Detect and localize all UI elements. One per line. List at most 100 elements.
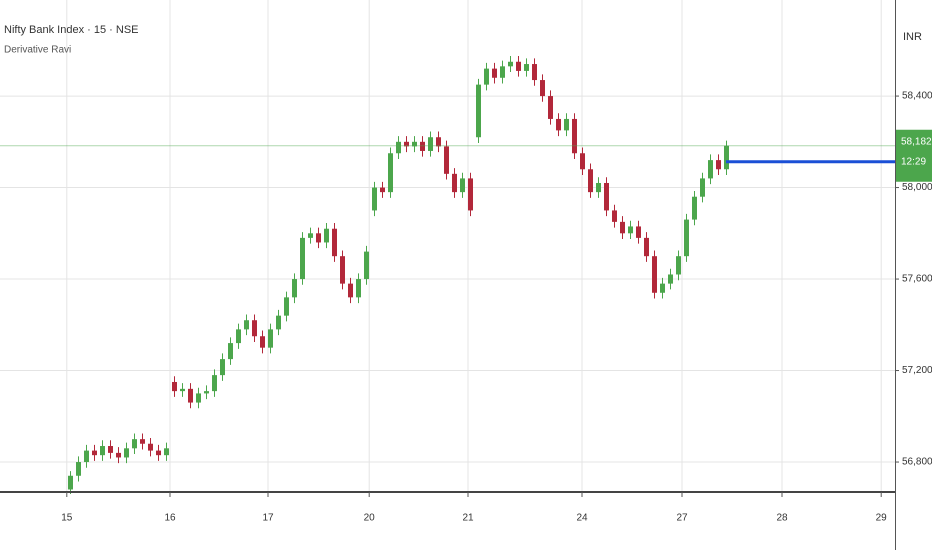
x-tick-label: 15 [61,513,73,524]
candle-body [460,178,465,193]
candle-body [644,237,649,257]
candle-body [420,141,425,151]
candle-body [652,256,657,293]
candle-body [508,61,513,67]
candle-body [716,160,721,170]
candle-body [188,388,193,403]
candle-body [316,233,321,243]
candle-body [332,228,337,257]
candle-body [524,64,529,71]
candle-body [260,336,265,348]
candle-body [708,160,713,179]
candle-body [284,297,289,316]
x-tick-label: 24 [576,513,588,524]
candle-body [356,279,361,298]
candle-body [452,173,457,193]
candle-body [196,393,201,403]
candle-body [268,329,273,348]
x-tick-label: 29 [876,513,888,524]
candle-body [660,283,665,293]
candle-body [156,450,161,456]
candle-body [76,462,81,476]
candle-body [492,68,497,78]
candle-body [84,450,89,463]
candles [68,56,729,495]
y-tick-label: 58,400.00 [902,91,932,102]
candle-body [380,187,385,193]
candle-body [724,145,729,170]
candle-body [276,315,281,330]
candle-body [620,221,625,234]
x-tick-label: 16 [164,513,176,524]
indicator-label: Derivative Ravi [4,45,71,56]
candle-body [340,256,345,284]
candle-body [348,283,353,298]
candle-body [404,141,409,147]
x-tick-label: 27 [676,513,688,524]
x-tick-label: 17 [262,513,274,524]
candle-body [596,182,601,193]
candle-body [132,439,137,449]
chart-title: Nifty Bank Index · 15 · NSE [4,24,139,36]
candle-body [580,153,585,170]
candle-body [532,64,537,81]
candle-body [308,233,313,238]
price-label-bg [896,129,932,182]
candle-body [540,80,545,97]
candle-body [628,226,633,234]
candle-body [220,359,225,376]
candle-body [604,182,609,211]
x-tick-label: 21 [462,513,474,524]
candle-body [140,439,145,444]
candle-body [548,96,553,119]
y-tick-label: 58,000.00 [902,182,932,193]
candle-body [684,219,689,257]
candle-body [468,178,473,211]
candle-body [388,153,393,193]
candle-body [172,381,177,392]
candle-body [428,137,433,151]
candle-body [236,329,241,344]
candle-body [300,237,305,280]
grid [0,0,895,492]
candle-body [124,448,129,458]
candle-body [68,475,73,490]
candle-body [372,187,377,211]
candle-body [700,178,705,197]
candle-body [364,251,369,280]
countdown-label: 12:29 [901,156,926,167]
candle-body [636,226,641,238]
candle-body [676,256,681,275]
x-tick-label: 28 [776,513,788,524]
candle-body [692,196,697,220]
candle-body [572,118,577,154]
candle-body [92,450,97,456]
candle-body [476,84,481,138]
candle-body [564,118,569,131]
y-tick-label: 56,800.00 [902,457,932,468]
candle-body [252,320,257,337]
candle-body [668,274,673,284]
candle-body [412,141,417,147]
candle-body [436,137,441,147]
candle-body [612,210,617,222]
candle-body [292,279,297,298]
candle-body [204,391,209,394]
candle-body [444,146,449,174]
candle-body [588,169,593,193]
candle-body [500,66,505,78]
candle-body [244,320,249,330]
candle-body [116,452,121,458]
candle-body [484,68,489,85]
candle-body [100,446,105,456]
currency-label: INR [903,31,922,43]
candle-body [396,141,401,154]
candle-body [164,448,169,456]
candle-body [108,446,113,453]
candle-body [228,343,233,360]
candle-body [148,443,153,451]
price-label: 58,182.80 [901,136,932,147]
candle-body [324,228,329,243]
